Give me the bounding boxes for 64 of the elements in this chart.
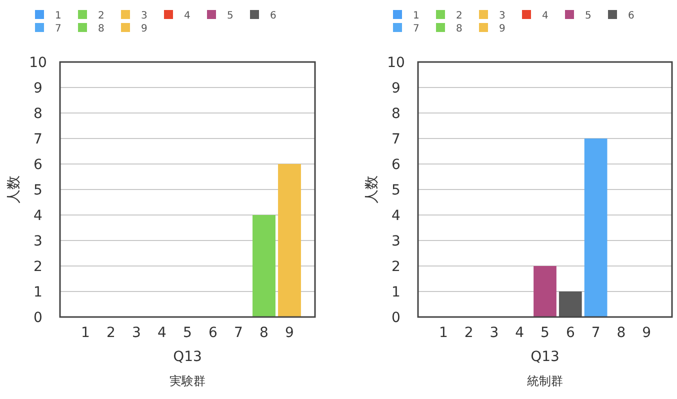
y-tick-label: 7 <box>34 132 42 148</box>
x-tick-label: 8 <box>260 325 268 341</box>
y-tick-label: 4 <box>392 208 401 224</box>
x-tick-label: 7 <box>234 325 243 341</box>
legend-label: 6 <box>270 10 276 22</box>
x-tick-label: 9 <box>642 325 652 341</box>
x-axis-title: Q13 <box>530 349 560 365</box>
legend-label: 3 <box>141 10 148 22</box>
y-axis-title: 人数 <box>364 176 380 204</box>
y-tick-label: 6 <box>34 157 43 173</box>
legend-label: 2 <box>98 10 104 22</box>
legend-label: 6 <box>628 10 634 22</box>
x-tick-label: 3 <box>490 325 499 341</box>
legend-label: 4 <box>542 10 548 22</box>
x-tick-label: 2 <box>106 325 116 341</box>
legend-label: 5 <box>585 10 592 22</box>
y-tick-label: 2 <box>34 259 42 275</box>
y-tick-label: 1 <box>34 284 42 300</box>
legend-label: 7 <box>413 24 420 34</box>
x-tick-label: 4 <box>158 325 167 341</box>
y-tick-label: 0 <box>34 310 42 326</box>
legend-label: 2 <box>456 10 462 22</box>
legend-label: 9 <box>141 24 148 34</box>
legend-label: 1 <box>55 10 62 22</box>
legend-label: 4 <box>184 10 190 22</box>
x-tick-label: 5 <box>540 325 550 341</box>
legend-label: 5 <box>227 10 234 22</box>
y-tick-label: 4 <box>34 208 43 224</box>
y-tick-label: 5 <box>392 182 400 198</box>
y-axis-title: 人数 <box>6 176 22 204</box>
y-tick-label: 10 <box>29 55 47 71</box>
y-tick-label: 8 <box>392 106 400 122</box>
text: 統制群 <box>527 374 563 388</box>
y-tick-label: 2 <box>392 259 400 275</box>
x-tick-label: 5 <box>183 325 192 341</box>
x-tick-label: 7 <box>591 325 600 341</box>
x-tick-label: 1 <box>438 325 448 341</box>
y-tick-label: 6 <box>392 157 401 173</box>
x-tick-label: 9 <box>285 325 294 341</box>
x-tick-label: 6 <box>208 325 218 341</box>
y-tick-label: 10 <box>387 55 405 71</box>
x-tick-label: 2 <box>464 325 474 341</box>
text: 実験群 <box>170 374 206 388</box>
legend-label: 9 <box>499 24 506 34</box>
y-tick-label: 3 <box>34 234 42 250</box>
x-tick-label: 3 <box>132 325 141 341</box>
y-tick-label: 9 <box>34 80 42 96</box>
x-tick-label: 4 <box>515 325 524 341</box>
legend-label: 8 <box>456 24 462 34</box>
legend-label: 7 <box>55 24 62 34</box>
x-tick-label: 8 <box>616 325 626 341</box>
x-axis-title: Q13 <box>173 349 202 365</box>
y-tick-label: 8 <box>34 106 42 122</box>
y-tick-label: 0 <box>392 310 400 326</box>
y-tick-label: 7 <box>392 132 400 148</box>
legend-label: 1 <box>413 10 420 22</box>
legend-label: 3 <box>499 10 506 22</box>
y-tick-label: 5 <box>34 182 42 198</box>
legend-label: 8 <box>98 24 104 34</box>
y-tick-label: 9 <box>392 80 400 96</box>
y-tick-label: 3 <box>392 234 400 250</box>
y-tick-label: 1 <box>392 284 400 300</box>
x-tick-label: 1 <box>81 325 90 341</box>
x-tick-label: 6 <box>566 325 575 341</box>
